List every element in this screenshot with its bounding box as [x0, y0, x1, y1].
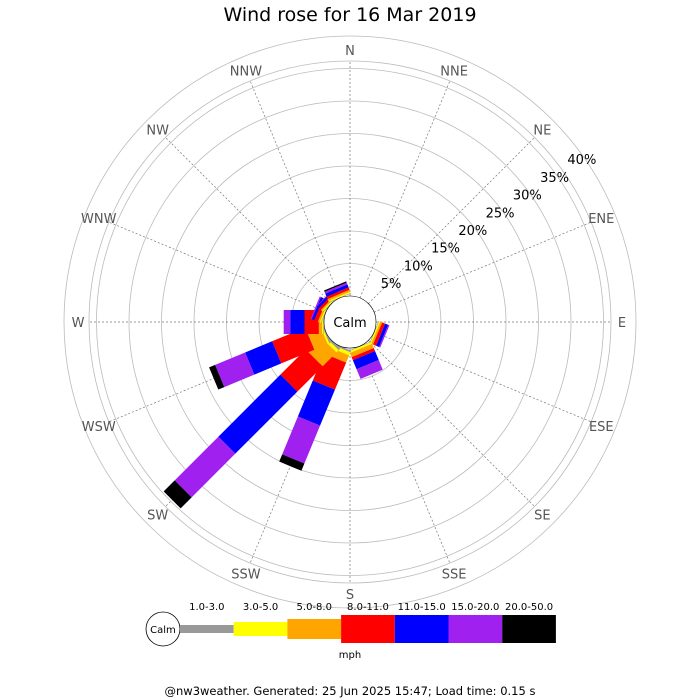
legend-label: 8.0-11.0 — [347, 602, 389, 613]
calm-circle — [323, 295, 377, 349]
direction-label: S — [346, 588, 354, 603]
legend-swatch — [448, 615, 503, 643]
direction-label: SW — [147, 508, 168, 523]
bar-segment-nnw-0 — [328, 292, 352, 303]
bar-segment-nnw-5 — [324, 282, 348, 294]
legend-label: 5.0-8.0 — [297, 602, 332, 613]
legend-label: 1.0-3.0 — [189, 602, 224, 613]
legend-label: 20.0-50.0 — [505, 602, 553, 613]
ring-label: 25% — [486, 206, 515, 221]
direction-label: NW — [146, 124, 169, 139]
direction-labels: N NNE NE ENE E ESE SE SSE S SSW SW WSW W WNW NW NNW — [72, 44, 627, 603]
bar-segment-ssw-4 — [297, 380, 335, 426]
direction-label: NE — [533, 124, 551, 139]
legend-swatch — [233, 622, 288, 636]
direction-label: SSW — [231, 567, 261, 582]
direction-label: E — [618, 316, 626, 331]
legend-swatch — [394, 615, 449, 643]
grid-spoke — [165, 137, 332, 304]
legend-calm-label: Calm — [150, 625, 176, 636]
ring-labels: 5%10% 15% 20% 25% 30% 35% 40% — [381, 153, 597, 292]
direction-bars — [163, 281, 390, 509]
bar-segment-sse-1 — [349, 342, 373, 354]
legend-label: 15.0-20.0 — [451, 602, 499, 613]
chart-title: Wind rose for 16 Mar 2019 — [223, 4, 477, 26]
bar-segment-wsw-4 — [245, 341, 282, 375]
grid-spoke — [373, 331, 592, 423]
bar-segment-sse-3 — [351, 348, 376, 361]
direction-label: SE — [534, 508, 550, 523]
ring-label: 10% — [404, 259, 433, 274]
bar-segment-ese-1 — [370, 321, 381, 344]
ring-label: 35% — [540, 171, 569, 186]
bar-segment-ese-5 — [379, 324, 390, 348]
direction-label: WSW — [82, 420, 116, 435]
ring-label: 20% — [458, 224, 487, 239]
bar-segment-nnw-4 — [325, 284, 349, 297]
bar-segment-ese-2 — [371, 321, 383, 345]
ring-label: 40% — [567, 153, 596, 168]
bar-segment-sw-6 — [163, 480, 192, 509]
grid-outer-ring — [88, 60, 612, 584]
bar-segment-wnw-5 — [310, 296, 321, 320]
bar-segment-ese-3 — [373, 322, 386, 346]
grid-spoke — [249, 80, 341, 299]
bar-segment-sse-5 — [356, 360, 383, 379]
grid-spoke — [373, 221, 592, 313]
bar-segment-nnw-1 — [328, 291, 351, 302]
bar-segment-ese-4 — [376, 323, 389, 348]
bar-segment-nnw-3 — [326, 287, 350, 299]
grid-spoke — [359, 80, 451, 299]
direction-label: ESE — [589, 420, 614, 435]
grid-ring — [128, 100, 572, 544]
bar-segment-ssw-6 — [279, 454, 305, 471]
bar-segment-sw-3 — [280, 349, 323, 392]
grid-spoke — [108, 221, 327, 313]
legend-swatch — [180, 625, 234, 633]
bar-segment-wsw-5 — [215, 352, 255, 388]
ring-label: 5% — [381, 277, 402, 292]
grid-ring — [63, 35, 637, 609]
direction-label: W — [72, 316, 85, 331]
direction-label: ENE — [588, 212, 614, 227]
bar-segment-sse-2 — [349, 343, 374, 358]
bar-segment-ese-0 — [369, 320, 380, 344]
grid-ring — [96, 68, 604, 576]
legend-swatch — [502, 615, 556, 643]
grid-spoke — [368, 340, 535, 507]
bar-segment-ssw-5 — [282, 416, 321, 464]
bar-segment-w-5 — [283, 310, 291, 334]
direction-label: N — [345, 44, 355, 59]
direction-label: WNW — [81, 212, 117, 227]
footer-credit: @nw3weather. Generated: 25 Jun 2025 15:4… — [164, 684, 536, 698]
bar-segment-w-4 — [290, 310, 305, 334]
grid-ring — [161, 133, 539, 511]
grid-spoke — [359, 345, 451, 564]
bar-segment-wsw-3 — [272, 327, 315, 364]
legend-swatch — [287, 619, 342, 639]
legend-label: 11.0-15.0 — [398, 602, 446, 613]
bar-segment-wsw-6 — [209, 364, 225, 390]
bar-segment-nnw-2 — [327, 289, 351, 301]
bar-segment-nnw-6 — [323, 281, 347, 292]
legend-label: 3.0-5.0 — [243, 602, 278, 613]
bar-segment-sw-4 — [218, 374, 298, 454]
bar-segment-sse-4 — [352, 351, 379, 370]
legend: Calm mph 1.0-3.0 3.0-5.0 5.0-8.0 8.0-11.0 11… — [145, 602, 556, 661]
legend-swatch — [341, 615, 395, 643]
legend-units: mph — [339, 650, 361, 661]
grid-spoke — [368, 137, 535, 304]
ring-label: 30% — [513, 189, 542, 204]
bar-segment-sse-0 — [348, 341, 372, 352]
ring-label: 15% — [431, 242, 460, 257]
bar-segment-sw-5 — [174, 436, 236, 498]
calm-center: Calm — [323, 295, 377, 349]
direction-label: SSE — [442, 567, 467, 582]
direction-label: NNE — [440, 65, 468, 80]
calm-label: Calm — [333, 316, 366, 331]
direction-label: NNW — [230, 65, 262, 80]
